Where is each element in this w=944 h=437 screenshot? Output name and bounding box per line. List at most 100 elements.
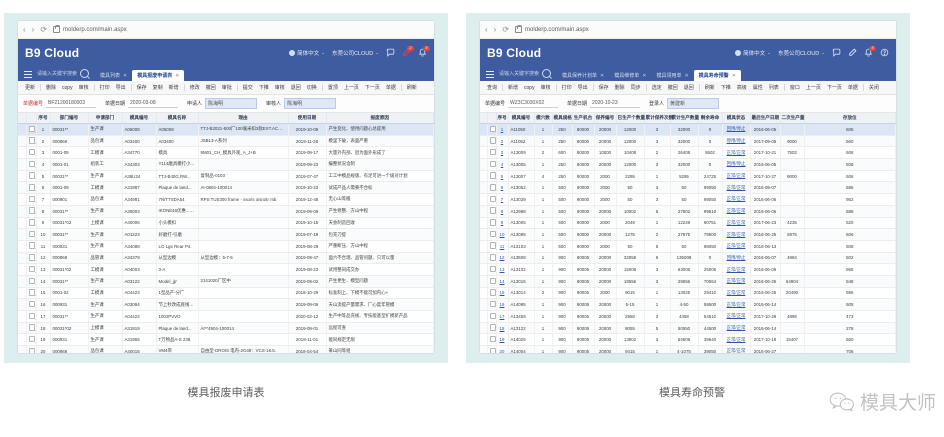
toolbar-button[interactable]: 单据 — [385, 85, 396, 91]
toolbar-button[interactable]: 导出 — [577, 85, 588, 91]
row-checkbox[interactable] — [489, 324, 495, 331]
table-row[interactable]: 11 000931 生产课 A34088 LO Lge Rear P4. 2019-08-… — [18, 240, 434, 253]
row-checkbox[interactable] — [489, 265, 495, 273]
row-checkbox[interactable] — [28, 335, 35, 343]
table-row[interactable]: 6 A13052 1 500 90000 2000 50 3 50 99050 正常/正常 2016-… — [480, 181, 896, 195]
toolbar-button[interactable]: 新增 — [168, 85, 179, 91]
table-row[interactable]: 1 00031** 生产课 A05008 A05008 TTJ-B2021-500厂100… — [18, 123, 434, 136]
col-mold-status[interactable]: 模具状态 — [722, 113, 751, 124]
toolbar-button[interactable]: 切换 — [306, 85, 317, 91]
row-checkbox-cell[interactable] — [487, 333, 497, 347]
toolbar-button[interactable]: 撤回 — [667, 85, 678, 91]
tab-mold-scrap-form[interactable]: 模具报废申请表 ✕ — [132, 70, 185, 81]
row-checkbox-cell[interactable] — [26, 240, 37, 253]
row-checkbox[interactable] — [489, 160, 495, 168]
filter-value[interactable]: 陈海明 — [205, 98, 258, 109]
row-checkbox-cell[interactable] — [487, 158, 497, 171]
cell-link[interactable]: 12 — [499, 255, 505, 261]
table-row[interactable]: 20 000969 品包课 A40015 VM4带 自由型-DROIS 电内-2G49：V… — [18, 345, 434, 353]
cell-link[interactable]: 9 — [500, 220, 504, 226]
toolbar-button[interactable]: 提交 — [242, 85, 253, 91]
col-mold-no[interactable]: 模具编号 — [122, 113, 157, 124]
toolbar-button[interactable]: 退回 — [683, 85, 694, 91]
row-checkbox[interactable] — [28, 148, 35, 156]
cell-link[interactable]: 正常/正常 — [726, 231, 746, 237]
row-checkbox-cell[interactable] — [487, 146, 497, 160]
toolbar-button[interactable]: 下一页 — [826, 85, 842, 91]
filter-applicant[interactable]: 申请人 陈海明 — [187, 98, 258, 109]
reload-icon[interactable]: ⟳ — [40, 24, 48, 34]
toolbar-button[interactable]: 审核 — [540, 85, 551, 91]
row-checkbox[interactable] — [28, 125, 35, 133]
row-checkbox-cell[interactable] — [26, 217, 37, 230]
table-row[interactable]: 19 A14025 1 900 90005 20000 13802 3 54509 39640 正常… — [480, 333, 896, 347]
cell-link[interactable]: 8 — [500, 208, 504, 214]
row-checkbox-cell[interactable] — [487, 228, 497, 241]
table-row[interactable]: 5 A13007 4 250 80000 2000 2295 1 5295 24725 正常/正常 2… — [480, 170, 896, 183]
row-checkbox[interactable] — [489, 347, 495, 353]
toolbar-button[interactable]: 上一页 — [343, 85, 359, 91]
close-icon[interactable]: ✕ — [123, 72, 128, 79]
close-icon[interactable]: ✕ — [642, 72, 647, 79]
table-row[interactable]: 4 0001-01 组装工 A34303 Y114磨具模打小... 2019-09-23 编… — [18, 158, 434, 171]
row-checkbox-cell[interactable] — [487, 170, 497, 183]
col-seq[interactable]: 序号 — [36, 113, 51, 124]
row-checkbox[interactable] — [28, 172, 35, 179]
table-row[interactable]: 18 00031*02 上模课 A31919 Plaque de land... AI**… — [18, 322, 434, 335]
table-row[interactable]: 2 A11052 1 250 80000 20000 12000 3 32000 0 停用/停止 20… — [480, 135, 896, 148]
row-checkbox-cell[interactable] — [26, 287, 37, 300]
col-maintenance-times[interactable]: 累计保养次数 — [644, 113, 673, 124]
table-row[interactable]: 12 A13508 1 900 90005 20000 32058 6 135008 0 回用/停止… — [480, 252, 896, 265]
filter-login-user[interactable]: 登录人 黄建新 — [649, 98, 720, 109]
table-row[interactable]: 15 0001-02 工模课 A04423 1型品产-分厂 2018-10-29 标准制上、… — [18, 287, 434, 300]
cell-link[interactable]: 10 — [499, 232, 505, 238]
row-checkbox-cell[interactable] — [487, 135, 497, 148]
row-checkbox[interactable] — [28, 347, 35, 353]
toolbar-button[interactable]: 上一页 — [805, 85, 821, 91]
table-row[interactable]: 18 A13122 1 900 90005 20000 8055 5 50550 44500 正常/… — [480, 322, 896, 335]
toolbar-button[interactable]: 关闭 — [868, 85, 879, 91]
language-selector[interactable]: 简体中文 ⌄ — [289, 49, 325, 57]
tab-mold-life-warning[interactable]: 模具寿命预警 ✕ — [693, 70, 741, 81]
row-checkbox[interactable] — [489, 230, 495, 238]
row-checkbox-cell[interactable] — [487, 310, 497, 323]
close-icon[interactable]: ✕ — [600, 72, 605, 79]
row-checkbox[interactable] — [489, 184, 495, 191]
table-row[interactable]: 12 000969 品管课 A34379 从型边模 从型边模：5-7-5 2019-09-4… — [18, 252, 434, 265]
toolbar-button[interactable]: 复制 — [152, 85, 163, 91]
row-checkbox[interactable] — [28, 160, 35, 168]
toolbar-button[interactable]: 单据 — [847, 85, 858, 91]
table-row[interactable]: 9 A13005 1 500 90000 2000 2049 1 12249 90751 正常/正常… — [480, 217, 896, 230]
row-checkbox-cell[interactable] — [26, 322, 37, 335]
toolbar-button[interactable]: 下一页 — [364, 85, 380, 91]
tab-mold-repair[interactable]: 模具维修单 ✕ — [609, 70, 651, 81]
row-checkbox-cell[interactable] — [26, 252, 37, 265]
row-checkbox-cell[interactable] — [487, 217, 497, 230]
row-checkbox-cell[interactable] — [487, 345, 497, 353]
row-checkbox[interactable] — [28, 137, 35, 144]
back-icon[interactable]: ‹ — [23, 24, 26, 34]
toolbar-button[interactable]: 删除 — [614, 85, 625, 91]
toolbar-button[interactable]: 列表 — [768, 85, 779, 91]
toolbar-button[interactable]: 保存 — [598, 85, 609, 91]
tenant-selector[interactable]: 东莞公司CLOUD ⌄ — [778, 49, 825, 57]
table-row[interactable]: 11 A13103 1 500 90000 2000 50 5 50 98050 正常/正常 2018… — [480, 240, 896, 253]
back-icon[interactable]: ‹ — [485, 24, 488, 34]
toolbar-button[interactable]: 属性 — [752, 85, 763, 91]
col-use-date[interactable]: 使用日期 — [288, 113, 327, 124]
toolbar-button[interactable]: 选定 — [651, 85, 662, 91]
tab-mold-requisition[interactable]: 模具领用单 ✕ — [651, 70, 693, 81]
col-second-prod[interactable]: 二次生产量 — [780, 113, 805, 124]
toolbar-button[interactable]: 审批 — [221, 85, 232, 91]
toolbar-button[interactable]: 刷新 — [704, 85, 715, 91]
row-checkbox[interactable] — [489, 289, 495, 296]
row-checkbox-cell[interactable] — [26, 135, 37, 148]
toolbar-button[interactable]: 审核 — [78, 85, 89, 91]
row-checkbox-cell[interactable] — [26, 193, 37, 206]
toolbar-button[interactable]: copy — [524, 84, 535, 91]
cell-link[interactable]: 7 — [500, 196, 504, 202]
toolbar-button[interactable]: 下推 — [258, 85, 269, 91]
table-row[interactable]: 10 00031** 生产课 A01223 好磨打-引磨 2019-07-19 包充刀提 — [18, 228, 434, 241]
row-checkbox[interactable] — [28, 277, 35, 285]
table-row[interactable]: 13 00031*02 工模课 A04003 3-A 2019-08-23 试用整同成交办 — [18, 263, 434, 276]
